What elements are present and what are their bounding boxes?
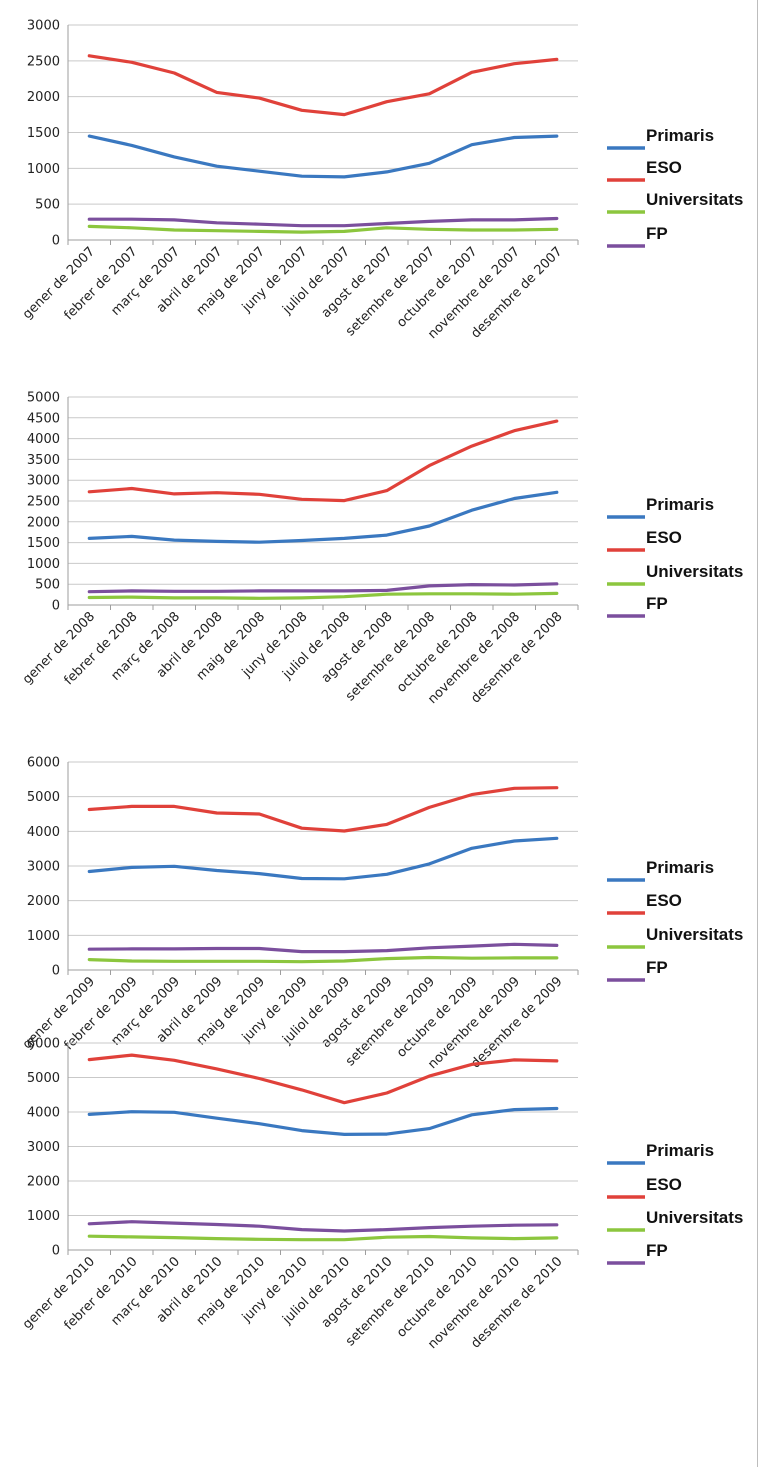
- legend-label: FP: [646, 594, 668, 613]
- page-border-line: [757, 0, 758, 1467]
- x-tick-label: febrer de 2007: [62, 244, 141, 323]
- x-tick-label: febrer de 2008: [62, 609, 141, 688]
- y-tick-label: 5000: [27, 790, 60, 805]
- y-tick-label: 4000: [27, 1106, 60, 1121]
- legend-label: FP: [646, 224, 668, 243]
- legend-label: ESO: [646, 1175, 682, 1194]
- x-tick-label: gener de 2010: [20, 1254, 98, 1332]
- legend-label: ESO: [646, 158, 682, 177]
- y-tick-label: 1500: [27, 126, 60, 141]
- x-tick-label: febrer de 2009: [62, 974, 141, 1053]
- legend-label: Universitats: [646, 190, 743, 209]
- y-tick-label: 1000: [27, 1209, 60, 1224]
- x-tick-label: gener de 2008: [20, 609, 98, 687]
- y-tick-label: 2500: [27, 495, 60, 510]
- y-tick-label: 5000: [27, 1071, 60, 1086]
- series-line-primaris: [87, 1106, 559, 1137]
- y-tick-label: 500: [35, 198, 60, 213]
- series-line-primaris: [87, 490, 559, 544]
- chart-1: 0 500 1000 1500 2000 2500 3000 gener de 2007feb…: [20, 19, 743, 343]
- legend-label: ESO: [646, 528, 682, 547]
- y-tick-label: 1000: [27, 929, 60, 944]
- y-tick-label: 2500: [27, 54, 60, 69]
- y-tick-label: 4000: [27, 825, 60, 840]
- y-tick-label: 1500: [27, 536, 60, 551]
- y-tick-label: 0: [52, 234, 60, 249]
- series-line-fp: [87, 942, 559, 954]
- y-tick-label: 2000: [27, 1175, 60, 1190]
- series-line-universitats: [87, 591, 559, 600]
- legend-label: FP: [646, 958, 668, 977]
- x-tick-label: octubre de 2008: [394, 609, 481, 696]
- series-line-universitats: [87, 224, 559, 234]
- series-line-eso: [87, 786, 559, 833]
- series-line-fp: [87, 1220, 559, 1233]
- x-tick-label: octubre de 2010: [394, 1254, 481, 1341]
- series-line-universitats: [87, 1234, 559, 1242]
- x-tick-label: febrer de 2010: [62, 1254, 141, 1333]
- legend-label: Primaris: [646, 858, 714, 877]
- y-tick-label: 4000: [27, 432, 60, 447]
- y-tick-label: 4500: [27, 411, 60, 426]
- legend-label: ESO: [646, 891, 682, 910]
- series-line-universitats: [87, 955, 559, 964]
- x-tick-label: octubre de 2009: [394, 974, 481, 1061]
- series-line-fp: [87, 582, 559, 594]
- y-tick-label: 3500: [27, 453, 60, 468]
- chart-2: 0 500 1000 1500 2000 2500 3000 3500 4000 4500 5000…: [20, 391, 743, 708]
- x-tick-label: gener de 2007: [20, 244, 98, 322]
- x-tick-label: octubre de 2007: [394, 244, 481, 331]
- y-tick-label: 0: [52, 599, 60, 614]
- y-tick-label: 1000: [27, 162, 60, 177]
- y-tick-label: 1000: [27, 557, 60, 572]
- y-tick-label: 2000: [27, 515, 60, 530]
- legend-label: Primaris: [646, 1141, 714, 1160]
- series-line-eso: [87, 54, 559, 117]
- series-line-primaris: [87, 134, 559, 179]
- legend-label: FP: [646, 1241, 668, 1260]
- series-line-eso: [87, 419, 559, 503]
- legend-label: Universitats: [646, 562, 743, 581]
- y-tick-label: 3000: [27, 474, 60, 489]
- legend-label: Universitats: [646, 925, 743, 944]
- y-tick-label: 3000: [27, 1140, 60, 1155]
- y-tick-label: 2000: [27, 90, 60, 105]
- y-tick-label: 2000: [27, 894, 60, 909]
- y-tick-label: 5000: [27, 391, 60, 406]
- y-tick-label: 0: [52, 964, 60, 979]
- series-line-fp: [87, 216, 559, 228]
- y-tick-label: 500: [35, 578, 60, 593]
- series-line-eso: [87, 1053, 559, 1105]
- y-tick-label: 3000: [27, 860, 60, 875]
- y-tick-label: 3000: [27, 19, 60, 34]
- y-tick-label: 6000: [27, 1037, 60, 1052]
- legend-label: Primaris: [646, 126, 714, 145]
- legend-label: Primaris: [646, 495, 714, 514]
- y-tick-label: 6000: [27, 756, 60, 771]
- legend-label: Universitats: [646, 1208, 743, 1227]
- series-line-primaris: [87, 836, 559, 881]
- y-tick-label: 0: [52, 1244, 60, 1259]
- chart-4: 0 1000 2000 3000 4000 5000 6000 gener de 2010fe…: [20, 1037, 743, 1353]
